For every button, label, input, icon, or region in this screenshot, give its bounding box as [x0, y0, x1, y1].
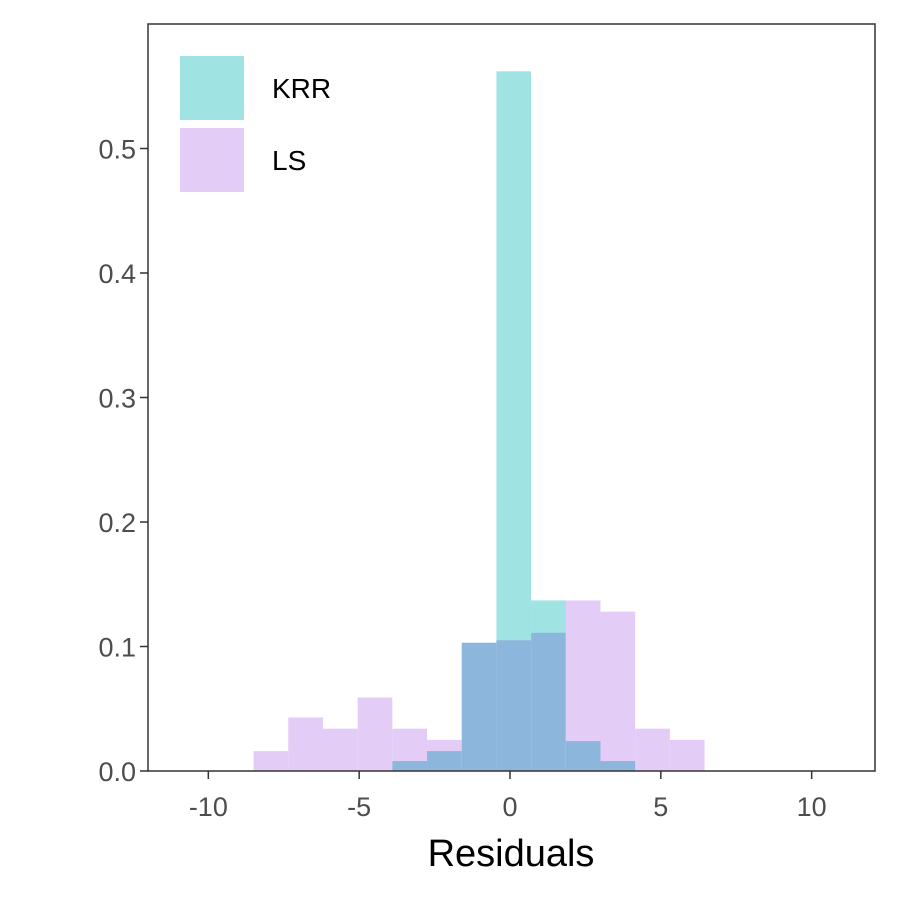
- legend-key-krr: [180, 56, 244, 120]
- legend-label-krr: KRR: [272, 73, 331, 104]
- y-tick-label: 0.1: [98, 633, 136, 663]
- bar-ls-0: [253, 751, 289, 771]
- bar-ls-5: [427, 739, 462, 772]
- bar-ls-6: [461, 642, 497, 771]
- x-tick-label: 10: [797, 792, 827, 822]
- y-tick-label: 0.5: [98, 135, 136, 165]
- y-tick-label: 0.0: [98, 757, 136, 787]
- bar-ls-3: [357, 697, 393, 771]
- bar-ls-2: [322, 728, 358, 771]
- x-tick-label: -5: [347, 792, 371, 822]
- bar-ls-7: [496, 640, 532, 771]
- legend: KRR LS: [180, 56, 331, 192]
- y-tick-label: 0.4: [98, 259, 136, 289]
- bar-ls-8: [531, 632, 566, 771]
- x-axis-title: Residuals: [428, 833, 595, 875]
- x-axis: -10 -5 0 5 10: [189, 771, 827, 822]
- bar-ls-10: [600, 611, 636, 771]
- series-ls: [253, 600, 705, 772]
- bar-ls-9: [565, 600, 601, 771]
- bar-ls-11: [635, 728, 670, 771]
- y-tick-label: 0.3: [98, 384, 136, 414]
- y-axis: 0.0 0.1 0.2 0.3 0.4 0.5: [98, 135, 148, 787]
- bars-layer: [253, 71, 705, 772]
- legend-label-ls: LS: [272, 145, 306, 176]
- bar-ls-4: [392, 728, 428, 771]
- x-tick-label: 0: [502, 792, 517, 822]
- bar-ls-12: [669, 739, 705, 772]
- x-tick-label: 5: [653, 792, 668, 822]
- x-tick-label: -10: [189, 792, 228, 822]
- legend-key-ls: [180, 128, 244, 192]
- bar-ls-1: [288, 717, 323, 771]
- y-tick-label: 0.2: [98, 508, 136, 538]
